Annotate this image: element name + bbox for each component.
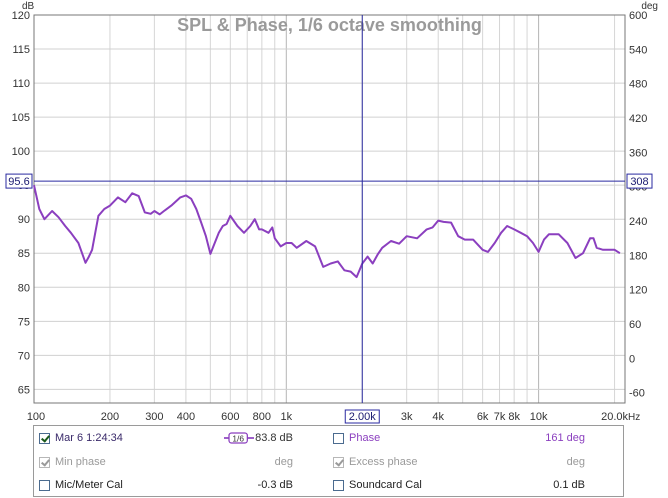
legend-row-calibration: Mic/Meter Cal -0.3 dB Soundcard Cal 0.1 … bbox=[34, 475, 623, 497]
cursor-y-left-label: 95.6 bbox=[8, 176, 29, 188]
y-left-tick-label: 100 bbox=[12, 146, 30, 158]
x-tick-label: 600 bbox=[221, 411, 239, 423]
smoothing-box bbox=[228, 432, 248, 444]
min-phase-value: deg bbox=[274, 456, 293, 468]
phase-cursor-value: 161 deg bbox=[545, 432, 585, 444]
y-right-tick-label: 180 bbox=[629, 250, 647, 262]
cursor-y-right-label: 308 bbox=[630, 176, 648, 188]
x-tick-label: 6k bbox=[477, 411, 489, 423]
min-phase-checkbox[interactable] bbox=[39, 457, 50, 468]
y-right-tick-label: 480 bbox=[629, 79, 647, 91]
measurement-label: Mar 6 1:24:34 bbox=[55, 432, 123, 444]
cursor-x-label: 2.00k bbox=[349, 411, 376, 423]
chart-background bbox=[0, 0, 668, 425]
x-tick-label: 4k bbox=[432, 411, 444, 423]
y-left-tick-labels: 65707580859095100105110115120 bbox=[12, 10, 30, 396]
y-left-unit-label: dB bbox=[22, 1, 35, 12]
x-tick-label: 200 bbox=[101, 411, 119, 423]
soundcard-cal-checkbox[interactable] bbox=[333, 480, 344, 491]
spl-curve bbox=[33, 184, 621, 279]
y-left-tick-label: 115 bbox=[12, 44, 30, 56]
y-right-tick-label: 360 bbox=[629, 147, 647, 159]
chart-title: SPL & Phase, 1/6 octave smoothing bbox=[177, 15, 482, 35]
y-right-tick-label: 240 bbox=[629, 216, 647, 228]
y-left-tick-label: 105 bbox=[12, 112, 30, 124]
y-left-tick-label: 110 bbox=[12, 78, 30, 90]
plot-frame bbox=[33, 14, 626, 404]
legend-row-min-phase: Min phase deg Excess phase deg bbox=[34, 452, 623, 474]
cursor-x-box bbox=[344, 409, 380, 424]
excess-phase-checkbox[interactable] bbox=[333, 457, 344, 468]
spl-phase-chart[interactable]: SPL & Phase, 1/6 octave smoothing dB deg… bbox=[0, 0, 668, 425]
x-tick-label: 100 bbox=[27, 411, 45, 423]
excess-phase-label: Excess phase bbox=[349, 456, 418, 468]
excess-phase-value: deg bbox=[566, 456, 585, 468]
mic-cal-value: -0.3 dB bbox=[257, 479, 293, 491]
y-right-tick-label: 540 bbox=[629, 44, 647, 56]
phase-checkbox[interactable] bbox=[333, 433, 344, 444]
y-right-tick-labels: -60060120180240300360420480540600 bbox=[629, 10, 647, 400]
cursor-layer[interactable]: 2.00k 95.6 308 bbox=[5, 15, 653, 424]
min-phase-label: Min phase bbox=[55, 456, 106, 468]
mic-cal-label: Mic/Meter Cal bbox=[55, 479, 123, 491]
x-tick-label: 8k bbox=[508, 411, 520, 423]
x-tick-label: 1k bbox=[280, 411, 292, 423]
y-right-tick-label: 600 bbox=[629, 10, 647, 22]
x-tick-label: 10k bbox=[530, 411, 548, 423]
y-left-tick-label: 80 bbox=[18, 282, 30, 294]
y-left-tick-label: 90 bbox=[18, 214, 30, 226]
y-right-tick-label: 60 bbox=[629, 319, 641, 331]
y-left-tick-label: 65 bbox=[18, 384, 30, 396]
soundcard-cal-value: 0.1 dB bbox=[553, 479, 585, 491]
legend-panel: Mar 6 1:24:34 1/6 83.8 dB Phase 161 deg … bbox=[33, 425, 624, 497]
series-layer bbox=[33, 184, 621, 279]
soundcard-cal-label: Soundcard Cal bbox=[349, 479, 422, 491]
y-left-tick-label: 70 bbox=[18, 350, 30, 362]
y-right-unit-label: deg bbox=[641, 1, 658, 12]
y-right-tick-label: -60 bbox=[629, 388, 645, 400]
mic-cal-checkbox[interactable] bbox=[39, 480, 50, 491]
cursor-y-left-box bbox=[5, 173, 33, 189]
y-right-tick-label: 120 bbox=[629, 285, 647, 297]
cursor-y-right-box bbox=[626, 173, 653, 189]
x-tick-label: 400 bbox=[177, 411, 195, 423]
smoothing-selector[interactable]: 1/6 bbox=[224, 431, 254, 445]
measurement-checkbox[interactable] bbox=[39, 433, 50, 444]
y-left-tick-label: 75 bbox=[18, 316, 30, 328]
x-tick-label: 20.0k bbox=[601, 411, 628, 423]
x-tick-labels: 100 200 300 400 600 800 1k 3k 4k 6k 7k 8k 10k 20.0k bbox=[27, 411, 629, 423]
spl-cursor-value: 83.8 dB bbox=[255, 432, 293, 444]
y-right-tick-label: 0 bbox=[629, 353, 635, 365]
y-left-tick-label: 85 bbox=[18, 248, 30, 260]
phase-label: Phase bbox=[349, 432, 381, 444]
x-tick-label: 300 bbox=[145, 411, 163, 423]
smoothing-label: 1/6 bbox=[232, 433, 244, 443]
y-right-tick-label: 420 bbox=[629, 113, 647, 125]
x-unit-label: Hz bbox=[628, 412, 640, 423]
y-left-tick-label: 120 bbox=[12, 10, 30, 22]
x-tick-label: 7k bbox=[494, 411, 506, 423]
x-tick-label: 800 bbox=[253, 411, 271, 423]
legend-row-measurement: Mar 6 1:24:34 1/6 83.8 dB Phase 161 deg bbox=[34, 428, 623, 450]
x-tick-label: 3k bbox=[401, 411, 413, 423]
